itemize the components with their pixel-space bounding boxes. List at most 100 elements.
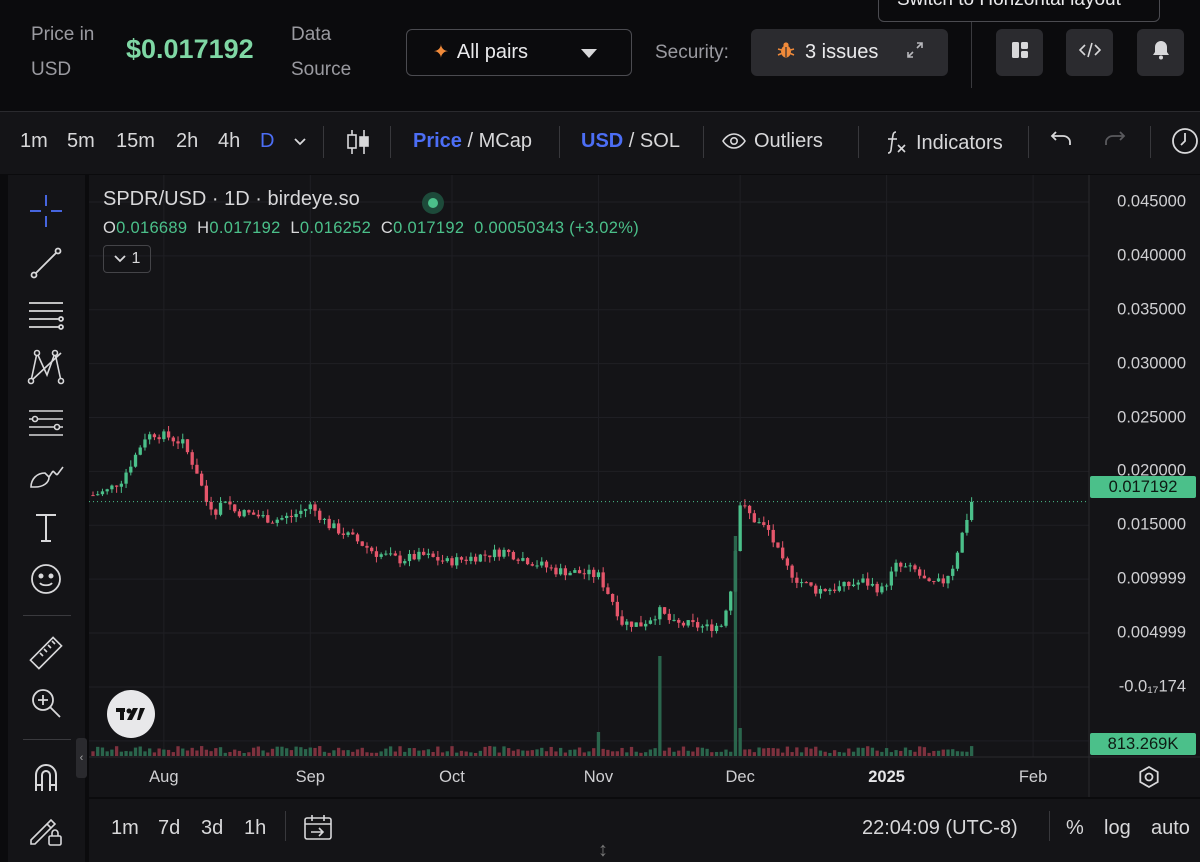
auto-scale-toggle[interactable]: auto <box>1151 817 1190 839</box>
volume-bar <box>620 747 624 756</box>
volume-bar <box>407 748 412 756</box>
time-tick-label: Dec <box>725 768 755 786</box>
volume-bar <box>639 752 643 756</box>
chart-settings-icon[interactable] <box>1137 765 1163 791</box>
interval-5m[interactable]: 5m <box>67 130 95 152</box>
candle-body <box>629 621 634 627</box>
volume-bar <box>365 752 369 756</box>
price-mcap-toggle[interactable]: Price / MCap <box>413 130 532 153</box>
volume-bar <box>799 752 804 756</box>
interval-4h[interactable]: 4h <box>218 130 241 152</box>
sol-option[interactable]: SOL <box>639 130 680 152</box>
volume-bar <box>166 749 171 756</box>
mcap-option[interactable]: MCap <box>478 130 532 152</box>
candle-body <box>148 434 152 440</box>
bell-icon <box>1152 40 1170 65</box>
volume-bar <box>114 746 119 756</box>
time-tick-label: Feb <box>1018 768 1048 786</box>
candle-body <box>577 570 582 574</box>
embed-code-button[interactable] <box>1066 29 1113 76</box>
interval-15m[interactable]: 15m <box>116 130 155 152</box>
tradingview-logo[interactable] <box>107 690 155 738</box>
undo-icon[interactable] <box>1050 130 1072 154</box>
interval-2h[interactable]: 2h <box>176 130 199 152</box>
ruler-icon[interactable] <box>22 633 70 673</box>
candle-body <box>374 551 379 557</box>
time-tick-label: Sep <box>295 768 325 786</box>
volume-bar <box>521 750 525 756</box>
price-option[interactable]: Price <box>413 130 462 152</box>
brush-icon[interactable] <box>22 455 70 495</box>
log-scale-toggle[interactable]: log <box>1104 817 1131 839</box>
candle-body <box>757 522 761 524</box>
candle-body <box>143 439 147 448</box>
candle-body <box>610 593 615 602</box>
price-value: $0.017192 <box>126 34 254 64</box>
indicators-button[interactable]: Indicators <box>884 130 1003 155</box>
close-label: C <box>380 219 394 237</box>
usd-sol-toggle[interactable]: USD / SOL <box>581 130 680 153</box>
candle-body <box>251 512 256 515</box>
interval-1m[interactable]: 1m <box>20 130 48 152</box>
volume-bar <box>851 751 856 756</box>
outliers-button[interactable]: Outliers <box>722 130 823 153</box>
layout-toggle-button[interactable] <box>996 29 1043 76</box>
usd-option[interactable]: USD <box>581 130 624 152</box>
volume-bar <box>379 751 383 756</box>
volume-bar <box>724 749 728 756</box>
emoji-icon[interactable] <box>22 559 70 599</box>
chart-panel[interactable]: SPDR/USD · 1D · birdeye.so O0.016689 H0.… <box>89 175 1200 797</box>
pattern-icon[interactable] <box>22 347 70 387</box>
text-tool-icon[interactable] <box>22 507 70 547</box>
volume-bar <box>747 749 752 756</box>
price-tick-label: 0.004999 <box>1117 623 1186 642</box>
all-pairs-dropdown[interactable]: ✦ All pairs <box>406 29 632 76</box>
snapshot-icon[interactable] <box>1170 126 1200 162</box>
lock-drawings-icon[interactable] <box>22 809 70 849</box>
trend-line-icon[interactable] <box>22 243 70 283</box>
zoom-in-icon[interactable] <box>22 683 70 723</box>
range-1m[interactable]: 1m <box>111 817 139 839</box>
candle-body <box>615 601 619 617</box>
candle-body <box>360 541 364 546</box>
candle-body <box>110 485 114 490</box>
interval-chevron-down-icon[interactable] <box>292 132 308 155</box>
resize-handle-icon[interactable]: ↕ <box>598 839 608 861</box>
redo-icon[interactable] <box>1104 130 1126 154</box>
candle-body <box>351 532 355 535</box>
candle-body <box>332 523 336 529</box>
candle-body <box>880 586 884 593</box>
candle-body <box>804 582 808 584</box>
security-issues-button[interactable]: 3 issues <box>751 29 948 76</box>
candle-body <box>365 545 369 548</box>
time-tick-label: Oct <box>439 768 465 786</box>
volume-bar <box>544 751 549 756</box>
collapse-sidebar-button[interactable]: ‹ <box>76 738 87 778</box>
crosshair-icon[interactable] <box>22 191 70 231</box>
range-3d[interactable]: 3d <box>201 817 224 839</box>
candles-icon[interactable] <box>345 128 371 162</box>
candle-body <box>648 620 653 624</box>
candle-body <box>823 588 827 592</box>
magnet-icon[interactable] <box>22 757 70 797</box>
volume-bar <box>492 746 497 756</box>
range-7d[interactable]: 7d <box>158 817 181 839</box>
alerts-button[interactable] <box>1137 29 1184 76</box>
candle-body <box>686 620 690 626</box>
timezone-clock[interactable]: 22:04:09 (UTC-8) <box>862 817 1018 839</box>
candle-body <box>299 510 303 514</box>
price-chart-svg[interactable] <box>89 175 1200 797</box>
volume-bar <box>785 746 790 756</box>
percent-scale-toggle[interactable]: % <box>1066 817 1084 839</box>
candle-body <box>459 557 464 560</box>
horizontal-lines-icon[interactable] <box>22 295 70 335</box>
interval-d[interactable]: D <box>260 130 275 152</box>
candle-body <box>738 505 742 551</box>
goto-date-icon[interactable] <box>303 813 333 847</box>
candle-body <box>478 554 483 562</box>
collapse-indicators-button[interactable]: 1 <box>103 245 151 273</box>
candle-body <box>932 581 936 583</box>
fib-retracement-icon[interactable] <box>22 403 70 443</box>
candle-body <box>866 578 870 586</box>
range-1h[interactable]: 1h <box>244 817 267 839</box>
